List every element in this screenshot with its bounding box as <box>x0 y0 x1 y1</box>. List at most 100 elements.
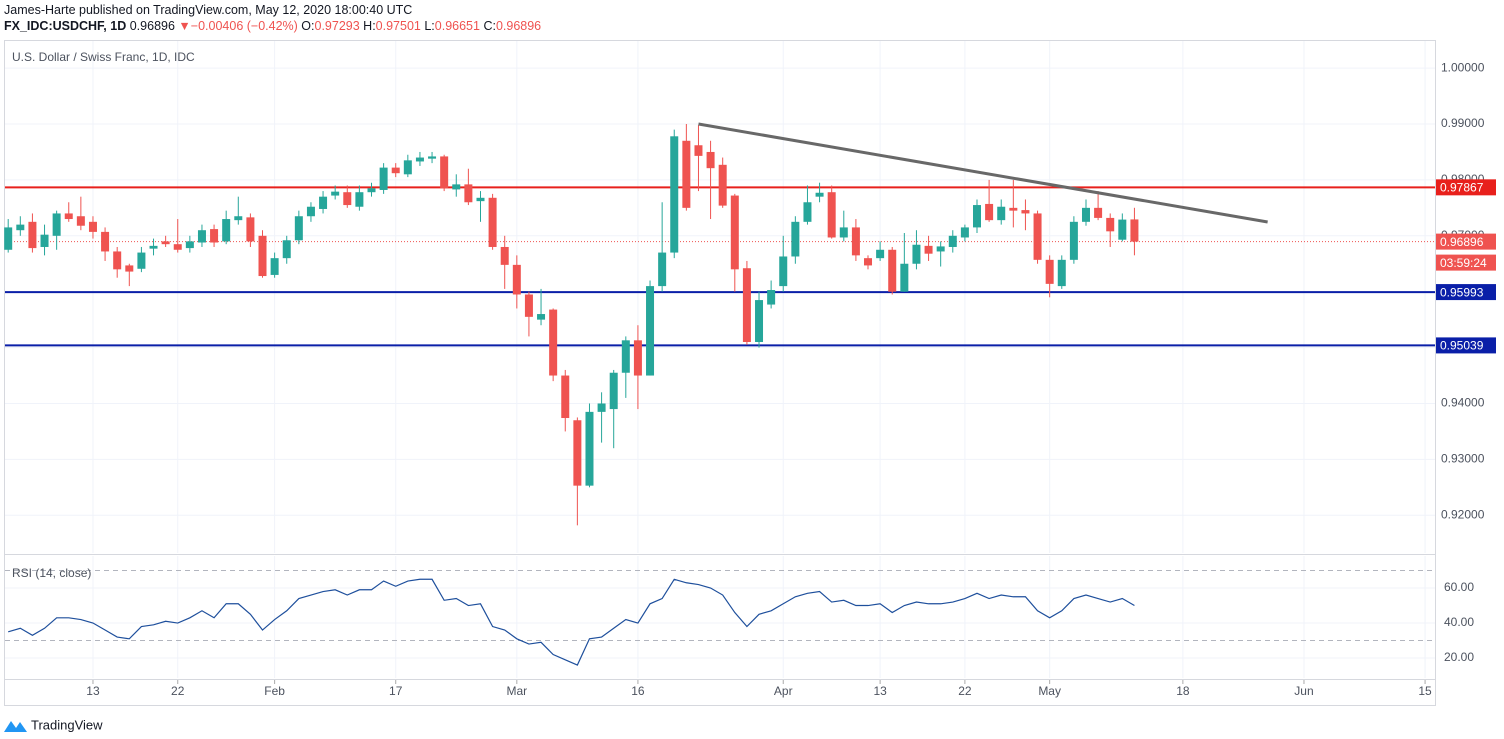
candle-body <box>415 157 424 162</box>
x-tick-label: 17 <box>389 684 403 698</box>
candle-body <box>1118 219 1127 240</box>
candle-body <box>718 164 727 206</box>
candle-body <box>282 240 291 259</box>
candle-body <box>343 192 352 206</box>
x-tick-label: Feb <box>264 684 285 698</box>
candle-body <box>1106 217 1115 232</box>
brand: TradingView <box>31 717 103 732</box>
candle-body <box>924 245 933 254</box>
candle-body <box>876 249 885 259</box>
candle-body <box>1009 207 1018 211</box>
candle-body <box>355 192 364 207</box>
candle-body <box>682 140 691 208</box>
x-tick-label: Mar <box>506 684 527 698</box>
candle-body <box>646 286 655 376</box>
h-value: 0.97501 <box>375 19 421 33</box>
level-tag: 0.95039 <box>1440 339 1484 353</box>
rsi-line <box>8 578 1135 666</box>
candle-body <box>1045 259 1054 284</box>
rsi-tick-label: 20.00 <box>1444 650 1474 664</box>
candle-body <box>633 340 642 376</box>
candle-body <box>706 151 715 169</box>
candle-body <box>694 145 703 156</box>
candle-body <box>222 219 231 242</box>
candle-body <box>779 256 788 287</box>
candle-body <box>1094 207 1103 218</box>
candle-body <box>888 249 897 292</box>
candle-body <box>379 167 388 190</box>
last-price-tag: 0.96896 <box>1440 235 1484 249</box>
rsi-tick-label: 40.00 <box>1444 615 1474 629</box>
candle-body <box>742 268 751 342</box>
candle-body <box>270 258 279 275</box>
candle-body <box>185 241 194 249</box>
grid <box>5 41 1435 678</box>
candle-body <box>125 265 134 272</box>
o-label: O: <box>301 19 315 33</box>
rsi-tick-label: 60.00 <box>1444 580 1474 594</box>
quote-line: FX_IDC:USDCHF, 1D 0.96896 ▼−0.00406 (−0.… <box>4 18 541 34</box>
candle-body <box>197 230 206 243</box>
candle-body <box>912 244 921 264</box>
candle-body <box>464 184 473 203</box>
candle-body <box>973 205 981 228</box>
candle-body <box>500 246 509 265</box>
candle-body <box>537 314 546 320</box>
candle-body <box>76 216 85 226</box>
candle-body <box>730 195 739 270</box>
symbol: FX_IDC:USDCHF, 1D <box>4 19 127 33</box>
candle-body <box>658 252 667 287</box>
candle-body <box>948 235 957 247</box>
candle-body <box>985 203 994 221</box>
candle-body <box>246 217 255 242</box>
candle-body <box>391 167 400 174</box>
countdown-tag: 03:59:24 <box>1440 256 1487 270</box>
candle-body <box>64 213 73 220</box>
candle-body <box>524 294 533 317</box>
candle-body <box>428 156 437 159</box>
c-value: 0.96896 <box>495 19 542 33</box>
x-tick-label: May <box>1038 684 1061 698</box>
candle-body <box>258 235 267 277</box>
y-tick-label: 0.93000 <box>1441 452 1485 466</box>
level-tag-box <box>1436 179 1496 196</box>
candle-body <box>791 221 800 257</box>
candle-body <box>997 206 1006 221</box>
marks <box>4 122 1435 666</box>
candle-body <box>16 224 25 231</box>
trend-line <box>698 122 1268 224</box>
x-tick-label: 15 <box>1418 684 1432 698</box>
candle-body <box>609 372 618 410</box>
candle-body <box>767 290 776 305</box>
candle-body <box>28 221 37 249</box>
c-label: C: <box>483 19 496 33</box>
labels: 13 22 Feb 17 Mar 16 Apr 13 22 May 18 Jun 15 0.92000 0.… <box>86 60 1496 698</box>
h-label: H: <box>363 19 376 33</box>
candle-body <box>621 340 630 373</box>
last-price-tag-box <box>1436 233 1496 250</box>
level-tag-box <box>1436 284 1496 301</box>
candle-body <box>851 227 860 256</box>
candle-body <box>960 227 969 238</box>
last: 0.96896 <box>129 19 175 33</box>
candle-body <box>561 375 570 419</box>
o-value: 0.97293 <box>314 19 360 33</box>
arrow: ▼ <box>178 19 191 33</box>
candle-body <box>331 191 340 196</box>
frame <box>4 40 1436 706</box>
x-tick-label: Jun <box>1294 684 1313 698</box>
change: −0.00406 (−0.42%) <box>190 19 298 33</box>
level-tag: 0.97867 <box>1440 181 1484 195</box>
candle-body <box>173 244 182 250</box>
candle-body <box>864 258 873 266</box>
candle-body <box>113 251 122 270</box>
candle-body <box>476 197 485 202</box>
y-tick-label: 0.99000 <box>1441 116 1485 130</box>
candle-body <box>40 234 49 247</box>
price-title: U.S. Dollar / Swiss Franc, 1D, IDC <box>12 50 195 64</box>
candle-body <box>1069 221 1078 260</box>
brand-logo <box>4 721 27 732</box>
candle-body <box>52 213 61 236</box>
